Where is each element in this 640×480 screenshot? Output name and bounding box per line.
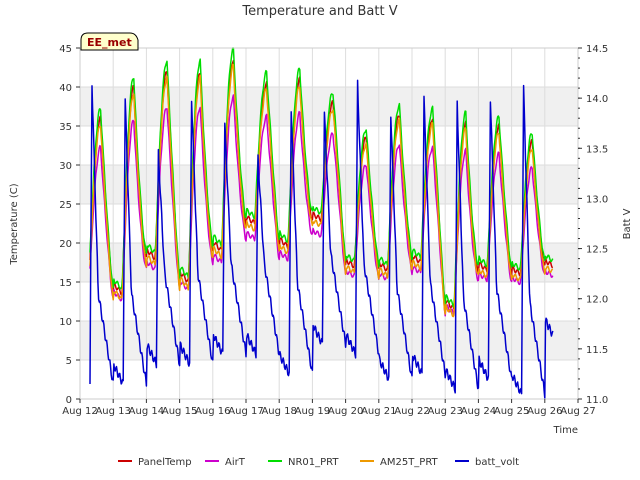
x-tick-label: Aug 24 — [461, 406, 496, 417]
x-tick-label: Aug 21 — [361, 406, 396, 417]
x-tick-label: Aug 25 — [494, 406, 529, 417]
x-tick-label: Aug 14 — [129, 406, 164, 417]
x-tick-label: Aug 23 — [427, 406, 462, 417]
x-tick-label: Aug 12 — [62, 406, 97, 417]
y-tick-label: 5 — [66, 356, 72, 367]
legend-label: NR01_PRT — [288, 457, 339, 468]
y-axis-label: Temperature (C) — [9, 183, 20, 265]
y-tick-label: 20 — [59, 239, 72, 250]
band — [80, 321, 578, 360]
y2-axis-label: Batt V — [622, 208, 633, 239]
chart-title: Temperature and Batt V — [241, 4, 397, 19]
y-tick-label: 30 — [59, 161, 72, 172]
y-tick-label: 0 — [66, 395, 72, 406]
y2-tick-label: 14.5 — [586, 44, 608, 55]
x-tick-label: Aug 16 — [195, 406, 230, 417]
series-line-nr01_prt — [89, 47, 554, 308]
legend-label: batt_volt — [475, 457, 519, 468]
y2-tick-label: 11.0 — [586, 395, 608, 406]
legend-label: PanelTemp — [138, 457, 192, 468]
y2-tick-label: 13.5 — [586, 144, 608, 155]
x-tick-label: Aug 18 — [261, 406, 296, 417]
y-tick-label: 35 — [59, 122, 72, 133]
right-axis: 11.0 11.5 12.0 12.5 13.0 13.5 14.0 14.5 — [578, 44, 608, 406]
y-tick-label: 15 — [59, 278, 72, 289]
annotation-label: EE_met — [87, 36, 132, 49]
y2-tick-label: 12.0 — [586, 295, 608, 306]
x-tick-label: Aug 26 — [527, 406, 562, 417]
x-tick-label: Aug 17 — [228, 406, 263, 417]
x-tick-label: Aug 19 — [295, 406, 330, 417]
x-tick-label: Aug 15 — [162, 406, 197, 417]
x-tick-label: Aug 27 — [560, 406, 595, 417]
y2-tick-label: 11.5 — [586, 345, 608, 356]
x-tick-label: Aug 13 — [95, 406, 130, 417]
y-tick-label: 10 — [59, 317, 72, 328]
x-tick-label: Aug 22 — [394, 406, 429, 417]
y-tick-label: 40 — [59, 83, 72, 94]
y2-tick-label: 14.0 — [586, 94, 608, 105]
x-axis-label: Time — [553, 425, 578, 436]
y-tick-label: 25 — [59, 200, 72, 211]
series-line-batt_volt — [89, 79, 554, 399]
legend: PanelTemp AirT NR01_PRT AM25T_PRT batt_volt — [118, 457, 519, 468]
x-tick-label: Aug 20 — [328, 406, 363, 417]
annotation-box: EE_met — [80, 32, 139, 51]
left-axis: 0 5 10 15 20 25 30 35 40 45 — [59, 44, 80, 406]
series-lines — [89, 47, 554, 399]
y2-tick-label: 12.5 — [586, 245, 608, 256]
plot-frame — [79, 47, 579, 400]
legend-label: AM25T_PRT — [380, 457, 439, 468]
y-tick-label: 45 — [59, 44, 72, 55]
legend-label: AirT — [225, 457, 246, 468]
annotation-box-shape — [80, 32, 139, 51]
series-line-am25t_prt — [89, 63, 554, 318]
y2-tick-label: 13.0 — [586, 194, 608, 205]
